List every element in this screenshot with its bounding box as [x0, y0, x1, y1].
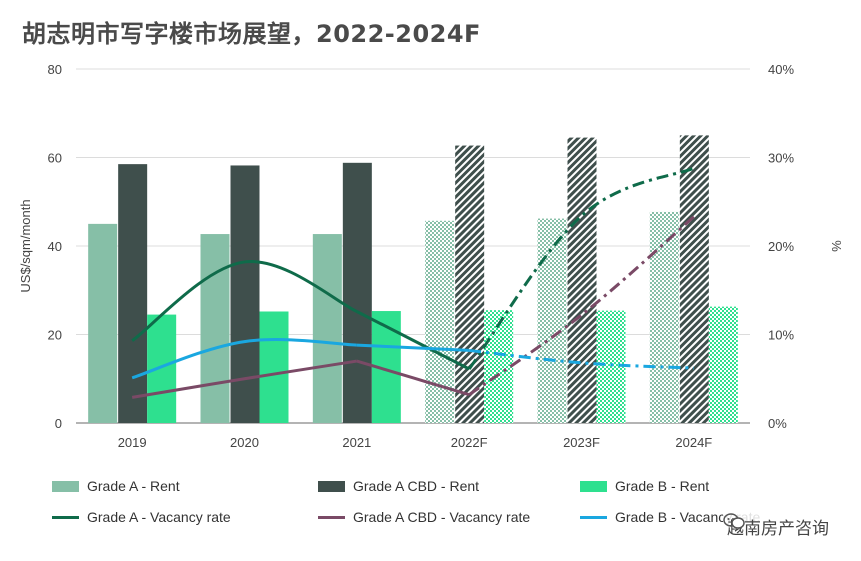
- watermark-text: 越南房产咨询: [727, 519, 829, 539]
- legend-swatch: [318, 480, 345, 492]
- legend-swatch: [580, 515, 607, 519]
- legend-label: Grade A - Vacancy rate: [87, 509, 231, 525]
- legend-swatch: [52, 515, 79, 519]
- series-line-forecast: [469, 348, 694, 370]
- legend-label: Grade A - Rent: [87, 478, 180, 494]
- legend-swatch: [318, 515, 345, 519]
- legend-swatch: [580, 480, 607, 492]
- x-tick-label: 2021: [342, 435, 371, 450]
- y2-tick-label: 20%: [768, 239, 794, 254]
- bar: [537, 218, 567, 423]
- bar: [679, 135, 709, 423]
- wechat-icon: [723, 513, 745, 529]
- legend-item: Grade A CBD - Vacancy rate: [318, 509, 530, 525]
- legend-item: Grade A - Rent: [52, 478, 180, 494]
- x-tick-label: 2024F: [675, 435, 712, 450]
- y2-axis-label: %: [829, 240, 844, 252]
- x-tick-label: 2019: [118, 435, 147, 450]
- legend-label: Grade A CBD - Rent: [353, 478, 480, 494]
- series-line: [356, 310, 470, 371]
- legend-item: Grade B - Rent: [580, 478, 709, 494]
- x-tick-label: 2023F: [563, 435, 600, 450]
- bar: [342, 162, 372, 423]
- x-tick-label: 2022F: [451, 435, 488, 450]
- legend-item: Grade A - Vacancy rate: [52, 509, 231, 525]
- legend-item: Grade A CBD - Rent: [318, 478, 479, 494]
- series-line-forecast: [468, 215, 695, 396]
- bar: [455, 145, 485, 424]
- chart-area: 0 20 40 60 80 0% 10% 20% 30% 40% 2019 2020 2021 2022F…: [18, 62, 844, 450]
- y2-tick-label: 0%: [768, 416, 787, 431]
- legend-label: Grade A CBD - Vacancy rate: [353, 509, 531, 525]
- bar: [649, 211, 679, 423]
- bar: [425, 220, 455, 423]
- series-line: [356, 343, 470, 352]
- y2-tick-label: 10%: [768, 328, 794, 343]
- bar: [596, 310, 626, 423]
- series-line-forecast: [467, 166, 695, 370]
- bar: [484, 310, 514, 423]
- bar: [708, 306, 738, 423]
- bar: [200, 234, 230, 423]
- bar: [567, 137, 597, 423]
- bar: [259, 311, 289, 423]
- x-tick-label: 2020: [230, 435, 259, 450]
- bar: [147, 314, 177, 423]
- series-line: [356, 359, 470, 397]
- y2-tick-label: 40%: [768, 62, 794, 77]
- bar: [230, 165, 260, 423]
- bar: [118, 164, 148, 423]
- y-tick-label: 80: [48, 62, 62, 77]
- chart-title: 胡志明市写字楼市场展望，2022-2024F: [22, 20, 481, 48]
- y2-tick-label: 30%: [768, 151, 794, 166]
- legend-label: Grade B - Rent: [615, 478, 710, 494]
- y-tick-label: 0: [55, 416, 62, 431]
- legend-swatch: [52, 480, 79, 492]
- y-tick-label: 60: [48, 151, 62, 166]
- bar: [88, 223, 118, 423]
- y-tick-label: 20: [48, 328, 62, 343]
- y-tick-label: 40: [48, 239, 62, 254]
- watermark: 越南房产咨询: [723, 512, 833, 541]
- bar: [312, 234, 342, 423]
- y-axis-label: US$/sqm/month: [18, 199, 33, 292]
